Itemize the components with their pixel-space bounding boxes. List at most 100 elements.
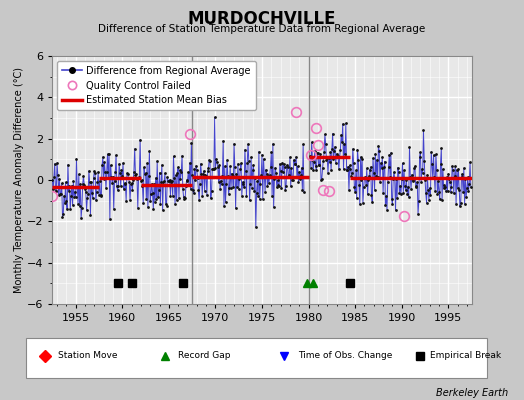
Point [231, 164, 239, 170]
Point [431, 188, 439, 194]
Point [72, 155, 81, 162]
Point [441, 184, 450, 190]
Point [257, 172, 266, 178]
Point [57, 191, 65, 198]
Point [335, 154, 344, 160]
Point [286, 154, 294, 160]
Point [449, 167, 457, 173]
Point [408, 172, 416, 178]
Point [146, 197, 155, 204]
Point [90, 168, 99, 174]
Point [136, 136, 144, 143]
Point [182, 177, 191, 183]
Point [271, 164, 279, 171]
Point [370, 186, 379, 193]
Point [259, 156, 268, 162]
Point [228, 173, 237, 179]
Point [239, 181, 247, 188]
Point [258, 151, 266, 158]
Point [130, 146, 139, 152]
Point [176, 176, 184, 182]
Point [145, 148, 154, 154]
Point [400, 167, 408, 173]
Point [133, 176, 141, 182]
Point [429, 152, 438, 158]
Point [174, 195, 183, 201]
Point [405, 144, 413, 151]
Point [408, 176, 417, 183]
Point [213, 159, 221, 165]
Point [106, 162, 115, 168]
Point [338, 139, 346, 146]
Point [429, 175, 437, 181]
Point [398, 176, 406, 182]
Point [358, 156, 366, 162]
Point [260, 174, 268, 180]
Point [58, 180, 66, 187]
Point [138, 182, 147, 189]
Point [224, 190, 233, 197]
Point [373, 156, 381, 163]
Point [63, 206, 71, 212]
Point [158, 207, 167, 213]
Point [92, 197, 100, 204]
Point [375, 148, 384, 154]
Point [68, 182, 76, 189]
Point [211, 114, 219, 120]
Point [127, 180, 136, 186]
Point [289, 177, 297, 184]
Point [215, 162, 224, 168]
Point [366, 167, 374, 173]
Point [290, 157, 298, 163]
Point [216, 186, 224, 192]
Point [329, 130, 337, 137]
Point [180, 196, 189, 202]
Point [290, 161, 299, 167]
Point [436, 160, 445, 167]
Point [328, 146, 336, 152]
Point [337, 132, 345, 138]
Point [226, 163, 234, 170]
Point [350, 184, 358, 190]
Point [52, 188, 60, 194]
Point [237, 192, 246, 199]
Point [372, 173, 380, 179]
Point [209, 166, 217, 172]
Point [164, 177, 172, 184]
Point [166, 192, 174, 199]
Point [389, 176, 397, 182]
Point [208, 188, 216, 195]
Point [50, 160, 59, 167]
Point [293, 173, 301, 180]
Point [284, 174, 292, 180]
Point [269, 204, 278, 210]
Point [141, 170, 150, 176]
Point [81, 186, 89, 192]
Point [323, 154, 331, 161]
Point [353, 146, 362, 153]
Point [307, 164, 315, 171]
Point [100, 176, 108, 182]
Point [279, 161, 288, 168]
Point [336, 146, 345, 153]
Point [443, 174, 451, 180]
Point [92, 189, 101, 195]
Point [342, 120, 350, 126]
Point [218, 172, 226, 179]
Point [235, 186, 243, 192]
Point [351, 189, 359, 195]
Point [277, 168, 285, 174]
Point [90, 174, 98, 181]
Point [204, 165, 213, 172]
Point [236, 166, 245, 172]
Point [458, 171, 466, 177]
Point [53, 160, 61, 166]
Point [345, 187, 353, 193]
Point [97, 193, 105, 200]
Point [227, 170, 236, 177]
Point [181, 195, 189, 201]
Point [343, 167, 352, 174]
Point [329, 156, 337, 162]
Point [462, 194, 471, 200]
Point [446, 178, 454, 185]
